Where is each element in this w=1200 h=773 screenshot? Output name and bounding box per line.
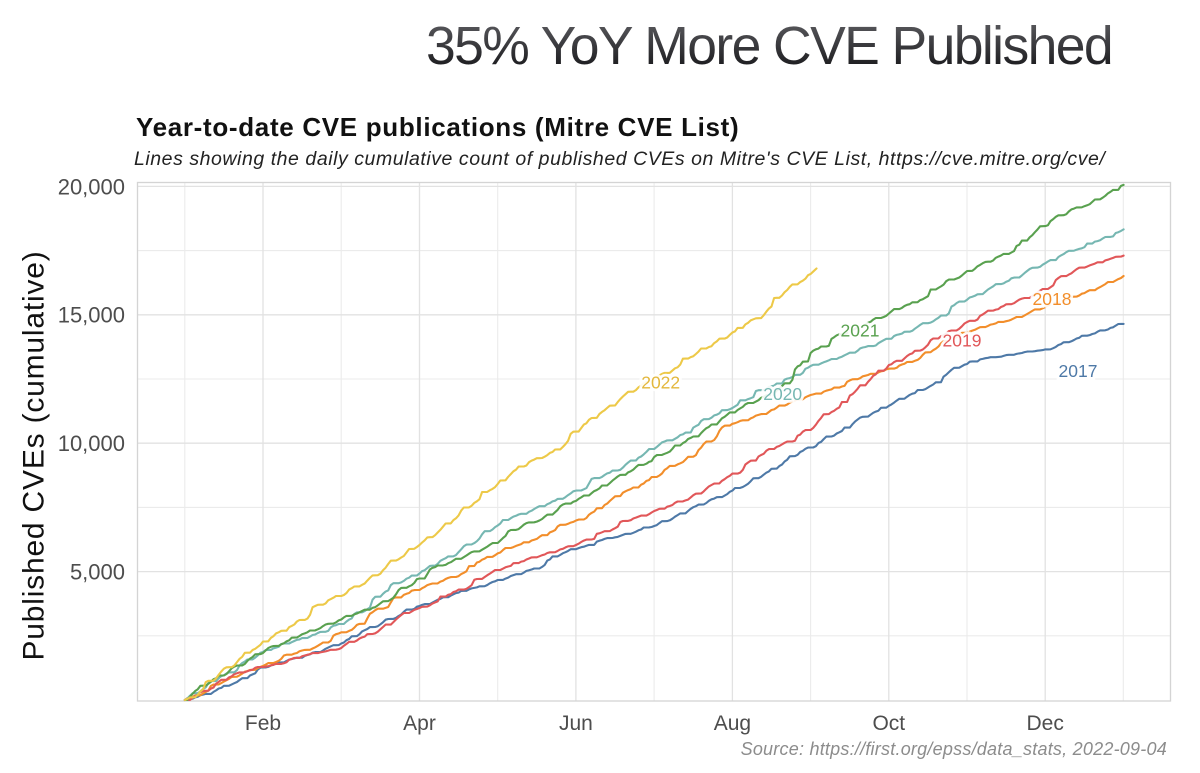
svg-text:2019: 2019: [943, 331, 982, 351]
svg-text:Feb: Feb: [245, 712, 281, 735]
svg-text:2022: 2022: [641, 372, 680, 392]
svg-text:5,000: 5,000: [70, 560, 125, 585]
svg-text:Aug: Aug: [714, 712, 751, 735]
svg-text:Jun: Jun: [559, 712, 593, 735]
svg-text:Dec: Dec: [1027, 712, 1064, 735]
svg-text:2020: 2020: [763, 384, 802, 404]
svg-text:10,000: 10,000: [58, 431, 125, 456]
svg-text:20,000: 20,000: [58, 174, 125, 199]
svg-text:2018: 2018: [1033, 289, 1072, 309]
svg-text:Oct: Oct: [872, 712, 905, 735]
svg-text:2017: 2017: [1059, 361, 1098, 381]
svg-text:2021: 2021: [841, 320, 880, 340]
svg-text:15,000: 15,000: [58, 303, 125, 328]
svg-text:Apr: Apr: [403, 712, 436, 735]
